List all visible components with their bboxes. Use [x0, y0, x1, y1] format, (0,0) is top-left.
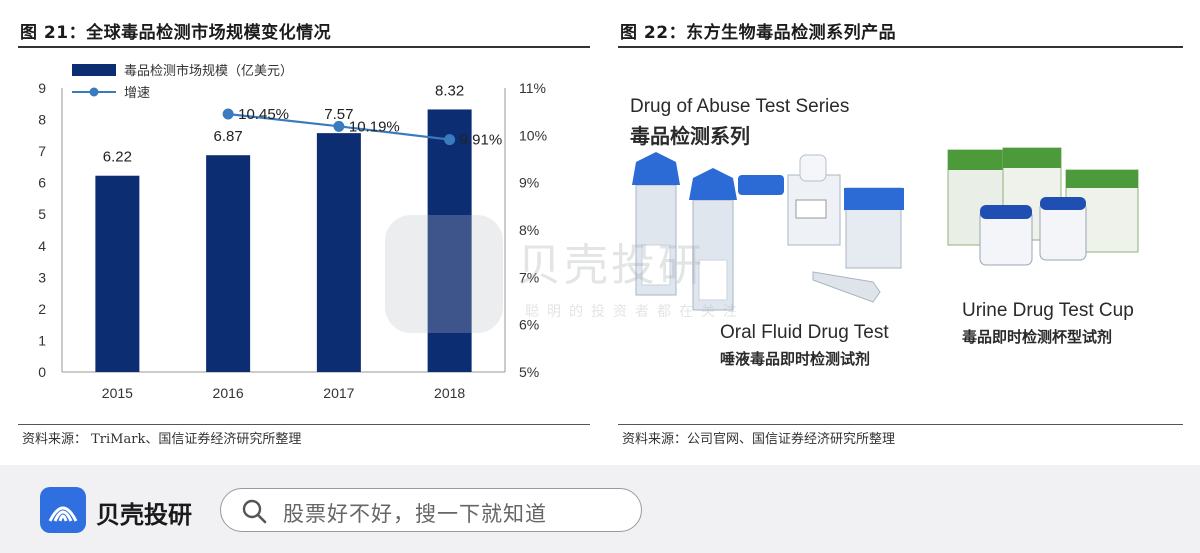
bar-2015: [95, 175, 140, 372]
growth-data-label: 10.45%: [238, 106, 289, 123]
right-title-rule: [618, 46, 1183, 48]
right-axis-tick-label: 8%: [519, 222, 539, 238]
growth-data-label: 10.19%: [349, 118, 400, 135]
left-chart-title: 图 21：全球毒品检测市场规模变化情况: [20, 23, 332, 43]
left-axis-tick-label: 2: [38, 301, 46, 317]
legend-line-marker: [89, 87, 99, 97]
search-placeholder: 股票好不好，搜一下就知道: [283, 502, 547, 526]
oral-fluid-label: Oral Fluid Drug Test 唾液毒品即时检测试剂: [720, 322, 889, 369]
x-axis-tick-label: 2018: [434, 385, 465, 401]
x-axis-tick-label: 2015: [102, 385, 133, 401]
growth-data-label: 9.91%: [460, 132, 503, 149]
bar-data-label: 8.32: [435, 82, 464, 99]
bottom-bar: 贝壳投研 股票好不好，搜一下就知道: [0, 465, 1200, 553]
oral-fluid-device-image: [738, 154, 904, 303]
series-label-cn: 毒品检测系列: [630, 126, 750, 148]
oral-fluid-label-cn: 唾液毒品即时检测试剂: [720, 351, 871, 368]
chart-axes: 0 1 2 3 4 5 6 7 8 9 5% 6% 7% 8% 9% 10% 11% 2015 2016 2017 20…: [38, 80, 547, 401]
growth-point: [333, 120, 345, 132]
right-axis-tick-label: 6%: [519, 317, 539, 333]
right-source-rule: [618, 424, 1183, 425]
bar-data-label: 6.22: [103, 149, 132, 166]
right-axis-tick-label: 9%: [519, 175, 539, 191]
left-axis-tick-label: 5: [38, 206, 46, 222]
bar-2018: [427, 109, 472, 373]
chart-legend: 毒品检测市场规模（亿美元） 增速: [72, 63, 293, 101]
right-figure-title: 图 22：东方生物毒品检测系列产品: [620, 23, 897, 43]
bar-data-label: 6.87: [214, 128, 243, 145]
bar-data-label: 7.57: [324, 106, 353, 123]
x-axis-tick-label: 2016: [213, 385, 244, 401]
x-axis-tick-label: 2017: [323, 385, 354, 401]
left-axis-tick-label: 0: [38, 364, 46, 380]
market-size-chart: 0 1 2 3 4 5 6 7 8 9 5% 6% 7% 8% 9% 10% 11% 2015 2016 2017 20…: [38, 63, 547, 401]
left-axis-tick-label: 6: [38, 175, 46, 191]
bar-2016: [206, 155, 251, 372]
legend-bar-swatch: [72, 64, 116, 76]
growth-point: [444, 134, 456, 146]
legend-bar-label: 毒品检测市场规模（亿美元）: [124, 63, 293, 79]
left-axis-tick-label: 1: [38, 332, 46, 348]
left-axis-tick-label: 8: [38, 112, 46, 128]
left-axis-tick-label: 9: [38, 80, 46, 96]
right-axis-tick-label: 5%: [519, 364, 539, 380]
urine-cup-image: [947, 147, 1139, 266]
left-axis-tick-label: 4: [38, 238, 46, 254]
growth-point: [222, 108, 234, 120]
brand-logo-icon[interactable]: [40, 487, 86, 533]
oral-fluid-tubes-image: [632, 152, 737, 311]
urine-cup-label: Urine Drug Test Cup 毒品即时检测杯型试剂: [962, 300, 1134, 347]
chart-bars: 6.22 6.87 7.57 8.32: [95, 82, 472, 373]
brand-name[interactable]: 贝壳投研: [96, 501, 192, 529]
left-title-rule: [18, 46, 590, 48]
series-label: Drug of Abuse Test Series 毒品检测系列: [630, 96, 849, 149]
urine-cup-label-en: Urine Drug Test Cup: [962, 300, 1134, 321]
right-axis-tick-label: 10%: [519, 127, 547, 143]
legend-line-label: 增速: [124, 86, 150, 101]
left-source-note: 资料来源： TriMark、国信证券经济研究所整理: [22, 432, 302, 447]
bar-2017: [316, 133, 361, 372]
right-source-note: 资料来源：公司官网、国信证券经济研究所整理: [622, 432, 896, 447]
product-photo: [632, 147, 1139, 311]
search-input[interactable]: 股票好不好，搜一下就知道: [220, 488, 642, 532]
series-label-en: Drug of Abuse Test Series: [630, 96, 850, 117]
right-axis-tick-label: 11%: [519, 80, 546, 96]
right-axis-tick-label: 7%: [519, 269, 539, 285]
search-icon[interactable]: [241, 498, 267, 524]
left-axis-tick-label: 7: [38, 143, 46, 159]
left-axis-tick-label: 3: [38, 269, 46, 285]
left-source-rule: [18, 424, 590, 425]
urine-cup-label-cn: 毒品即时检测杯型试剂: [962, 329, 1113, 346]
oral-fluid-label-en: Oral Fluid Drug Test: [720, 322, 889, 343]
chart-growth-line: 10.45% 10.19% 9.91%: [222, 106, 503, 149]
